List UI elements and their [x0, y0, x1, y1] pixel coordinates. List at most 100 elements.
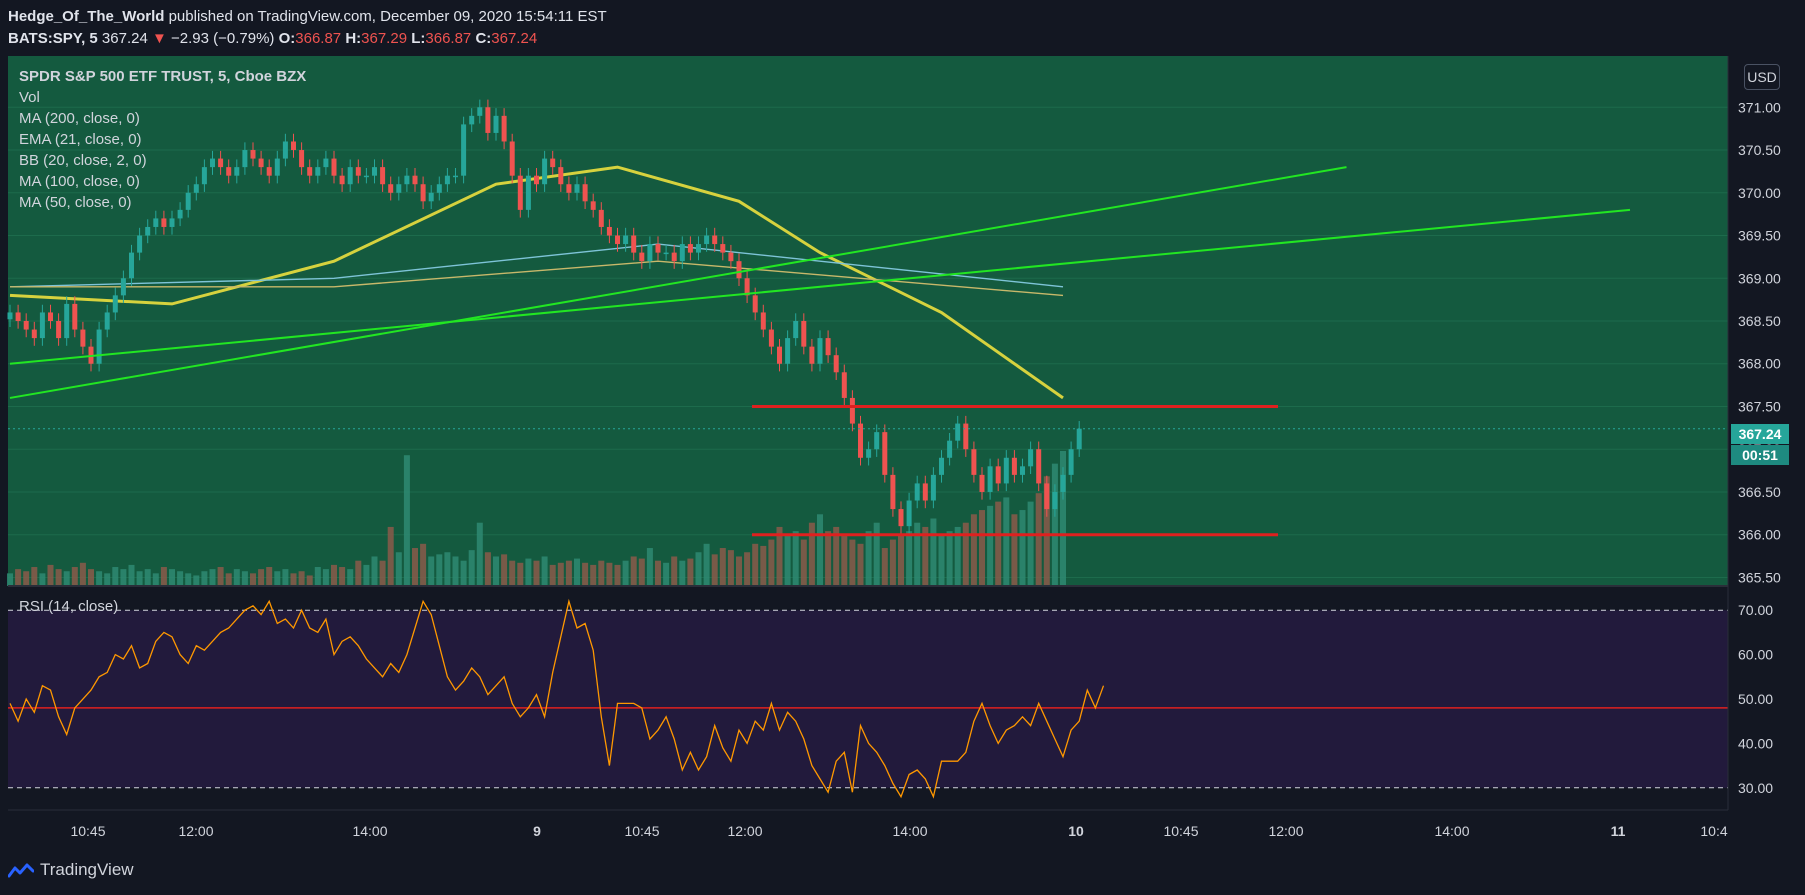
volume-bar [784, 535, 791, 586]
volume-bar [630, 556, 637, 586]
candle-body [1036, 449, 1042, 484]
candle-body [485, 107, 491, 133]
volume-bar [1019, 510, 1026, 586]
time-tick-label: 10:45 [1163, 823, 1198, 839]
author-name[interactable]: Hedge_Of_The_World [8, 8, 165, 25]
candle-body [777, 346, 782, 364]
candle-body [858, 423, 863, 458]
volume-bar [420, 543, 427, 586]
volume-bar [954, 526, 961, 586]
high-value: 367.29 [361, 30, 408, 47]
volume-bar [39, 573, 46, 586]
volume-bar [282, 569, 289, 586]
candle-body [1060, 474, 1066, 492]
volume-bar [209, 569, 216, 586]
volume-bar [55, 569, 62, 586]
candle-body [145, 226, 151, 236]
time-tick-label: 10 [1068, 823, 1084, 839]
rsi-legend[interactable]: RSI (14, close) [19, 598, 119, 615]
legend-title[interactable]: SPDR S&P 500 ETF TRUST, 5, Cboe BZX [19, 68, 307, 85]
volume-bar [711, 554, 718, 586]
volume-bar [152, 573, 159, 586]
volume-bar [914, 522, 921, 586]
candle-body [809, 346, 815, 364]
candle-body [250, 150, 256, 159]
volume-bar [663, 562, 670, 586]
volume-bar [541, 556, 548, 586]
candle-body [201, 167, 207, 185]
time-tick-label: 14:00 [892, 823, 927, 839]
volume-bar [258, 569, 265, 586]
candle-body [169, 218, 175, 227]
volume-bar [995, 501, 1002, 586]
currency-button[interactable]: USD [1744, 64, 1780, 90]
time-tick-label: 12:00 [178, 823, 213, 839]
trendline [9, 208, 1631, 365]
volume-bar [808, 522, 815, 586]
candle-body [1011, 457, 1017, 475]
candle-body [347, 167, 353, 185]
volume-bar [557, 562, 564, 586]
volume-bar [71, 567, 78, 586]
price-tick-label: 368.50 [1738, 313, 1781, 329]
rsi-band [8, 610, 1728, 788]
volume-bar [817, 514, 823, 586]
volume-bar [987, 505, 994, 586]
indicator-legend: SPDR S&P 500 ETF TRUST, 5, Cboe BZX Vol … [19, 66, 306, 213]
volume-bar [241, 571, 248, 586]
volume-bars [7, 451, 1066, 586]
legend-item-bb[interactable]: BB (20, close, 2, 0) [19, 152, 147, 169]
volume-bar [233, 569, 240, 586]
candle-body [1044, 483, 1050, 510]
volume-bar [128, 564, 135, 586]
legend-item-ma200[interactable]: MA (200, close, 0) [19, 110, 140, 127]
candle-body [218, 158, 224, 168]
volume-bar [638, 558, 645, 586]
candle-body [493, 115, 499, 133]
volume-bar [833, 526, 840, 586]
candle-body [129, 252, 134, 279]
footer-brand[interactable]: TradingView [8, 860, 134, 880]
legend-item-ma50[interactable]: MA (50, close, 0) [19, 194, 132, 211]
volume-bar [493, 556, 499, 586]
candle-body [987, 466, 993, 492]
candle-body [995, 466, 1001, 484]
candle-body [922, 483, 928, 501]
candle-body [647, 244, 653, 262]
volume-bar [387, 526, 394, 586]
legend-item-ema21[interactable]: EMA (21, close, 0) [19, 131, 142, 148]
legend-item-ma100[interactable]: MA (100, close, 0) [19, 173, 140, 190]
volume-bar [857, 543, 864, 586]
time-tick-label: 10:4 [1700, 823, 1727, 839]
price-change: −2.93 (−0.79%) [171, 30, 275, 47]
candle-body [566, 184, 572, 193]
candle-body [955, 423, 961, 441]
candle-body [582, 184, 588, 202]
candle-body [210, 158, 215, 168]
volume-bar [1043, 476, 1050, 586]
candle-body [606, 226, 612, 236]
volume-bar [177, 571, 184, 586]
candle-body [185, 192, 191, 210]
volume-bar [347, 569, 354, 586]
volume-bar [193, 575, 200, 586]
candle-body [120, 278, 126, 296]
time-axis: 10:45 12:00 14:00 9 10:45 12:00 14:00 10 10:45 12… [70, 823, 1727, 839]
volume-bar [274, 571, 281, 586]
volume-bar [922, 526, 929, 586]
time-tick-label: 14:00 [352, 823, 387, 839]
volume-bar [7, 573, 13, 586]
candle-body [631, 235, 637, 253]
candle-body [72, 303, 78, 330]
volume-bar [395, 552, 402, 586]
volume-bar [403, 455, 410, 586]
chart-header: Hedge_Of_The_World published on TradingV… [8, 6, 607, 50]
candle-body [663, 252, 669, 255]
legend-item-volume[interactable]: Vol [19, 89, 40, 106]
rsi-pane [8, 598, 1728, 799]
candle-body [444, 175, 450, 185]
volume-bar [695, 552, 702, 586]
symbol-label[interactable]: BATS:SPY, 5 [8, 30, 98, 47]
volume-bar [590, 564, 597, 586]
